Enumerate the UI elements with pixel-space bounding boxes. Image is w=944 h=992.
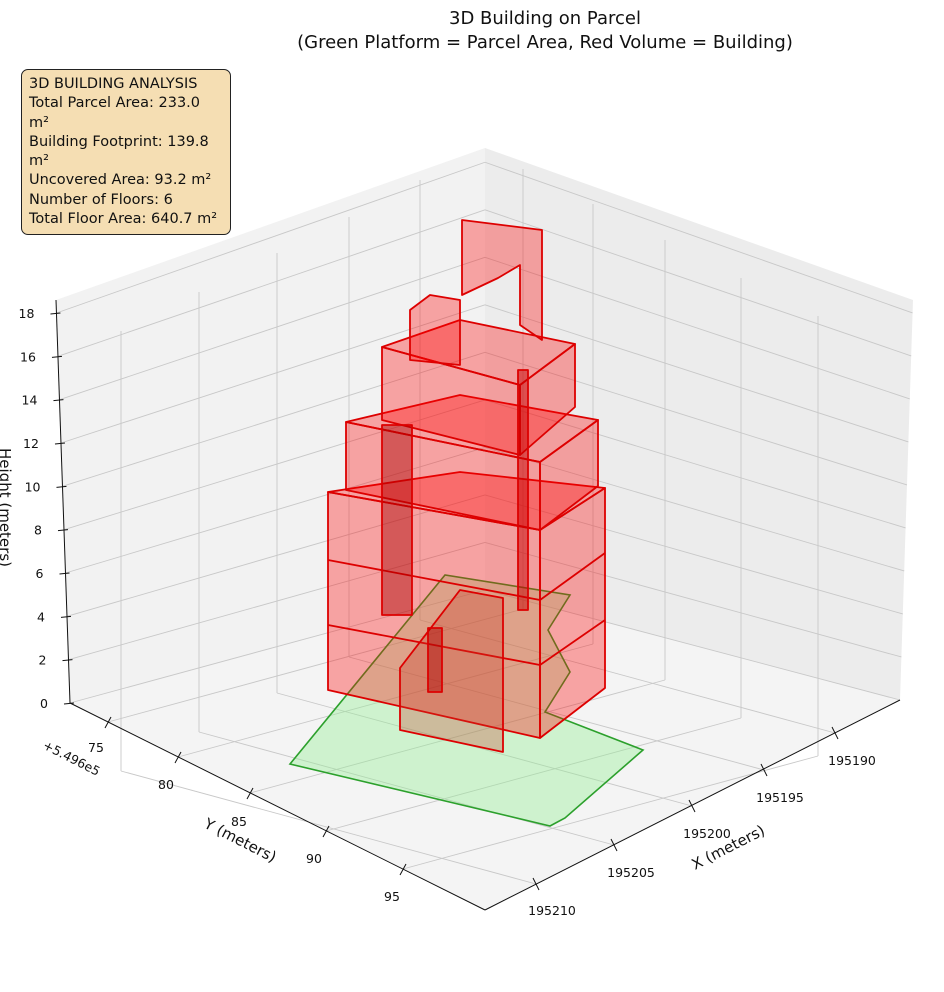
analysis-heading: 3D BUILDING ANALYSIS (29, 76, 198, 92)
z-tick (63, 702, 75, 705)
z-gridline (60, 304, 486, 444)
z-gridline (484, 446, 905, 572)
z-gridline (484, 256, 910, 400)
z-tick-label: 6 (36, 566, 44, 581)
tick-marks (50, 312, 839, 891)
x-tick (610, 838, 618, 852)
x-gridline (348, 656, 765, 771)
floor-line (327, 619, 606, 666)
x-tick-label: 195205 (607, 865, 655, 880)
z-gridline (62, 351, 486, 487)
y-gridline (402, 755, 819, 870)
y-tick (174, 751, 182, 764)
tick-labels: 0 2 4 6 8 10 12 14 16 18 75 80 85 90 95 195190 195195 195… (19, 306, 876, 918)
tier2-face-right (539, 419, 599, 531)
z-tick-label: 16 (20, 349, 36, 364)
analysis-line: Building Footprint: 139.8 m² (29, 133, 209, 170)
building-volume[interactable] (327, 219, 606, 753)
z-gridline (484, 494, 903, 615)
x-tick-label: 195210 (528, 903, 576, 918)
z-tick-label: 10 (25, 479, 41, 494)
column-annex (427, 627, 443, 693)
z-gridline (66, 494, 486, 617)
y-gridline (325, 717, 742, 832)
z-tick-label: 8 (34, 523, 42, 538)
x-tick (831, 726, 839, 740)
z-gridline (484, 399, 906, 529)
x-tick (532, 877, 540, 891)
z-gridline (69, 589, 486, 704)
y-tick-label: 85 (231, 814, 247, 829)
z-gridline (63, 399, 486, 531)
z-tick (51, 355, 63, 358)
z-tick (62, 659, 73, 662)
panes (56, 148, 913, 910)
analysis-line: Uncovered Area: 93.2 m² (29, 172, 212, 189)
y-gridline (107, 608, 524, 723)
z-gridline (56, 161, 486, 314)
left-pane (56, 148, 485, 703)
y-tick (322, 825, 330, 838)
x-tick (760, 763, 768, 777)
z-tick-label: 2 (39, 653, 47, 668)
z-tick (60, 615, 72, 618)
analysis-line: Total Parcel Area: 233.0 m² (29, 95, 200, 131)
y-tick (104, 716, 112, 729)
z-gridline (59, 256, 486, 401)
column-right (517, 369, 529, 611)
z-tick (57, 529, 69, 532)
gridlines (56, 161, 913, 885)
chart-title: 3D Building on Parcel (449, 8, 641, 29)
floor-line (327, 552, 606, 601)
chart-subtitle: (Green Platform = Parcel Area, Red Volum… (297, 32, 793, 53)
parcel-platform[interactable] (288, 574, 645, 827)
z-tick-label: 14 (22, 393, 38, 408)
y-tick-label: 90 (306, 851, 322, 866)
y-gridline (249, 679, 666, 794)
axes-lines (55, 299, 901, 911)
x-tick-label: 195200 (683, 826, 731, 841)
z-tick (59, 572, 70, 575)
building-face-right (539, 487, 606, 739)
z-tick-label: 0 (40, 696, 48, 711)
z-tick-label: 18 (19, 306, 35, 321)
y-tick (246, 787, 254, 800)
y-tick-label: 75 (88, 740, 104, 755)
z-tick (50, 312, 61, 315)
y-tick (399, 863, 407, 876)
z-gridline (484, 542, 902, 658)
column-left (381, 424, 413, 616)
z-gridline (484, 161, 913, 314)
z-gridline (484, 589, 901, 701)
x-tick-label: 195190 (828, 753, 876, 768)
x-tick-label: 195195 (756, 790, 804, 805)
analysis-box: 3D BUILDING ANALYSIS Total Parcel Area: … (21, 69, 231, 236)
x-gridline (419, 619, 836, 734)
z-gridline (57, 209, 486, 357)
z-tick-label: 4 (37, 609, 45, 624)
x-gridline (198, 731, 615, 846)
y-tick-label: 80 (158, 777, 174, 792)
z-tick (56, 485, 67, 488)
y-tick-label: 95 (384, 889, 400, 904)
tower-west (409, 294, 461, 366)
annex-block (399, 589, 504, 753)
z-tick-label: 12 (23, 436, 39, 451)
analysis-line: Number of Floors: 6 (29, 191, 173, 208)
z-gridline (484, 351, 908, 486)
z-gridline (65, 446, 486, 574)
tower-east (461, 219, 543, 341)
analysis-line: Total Floor Area: 640.7 m² (29, 211, 218, 228)
x-tick (688, 799, 696, 813)
z-axis-label: Height (meters) (0, 448, 14, 567)
z-gridline (484, 304, 909, 443)
z-tick (53, 399, 64, 402)
z-tick (54, 442, 66, 445)
x-gridline (276, 692, 693, 807)
z-gridline (484, 209, 912, 357)
